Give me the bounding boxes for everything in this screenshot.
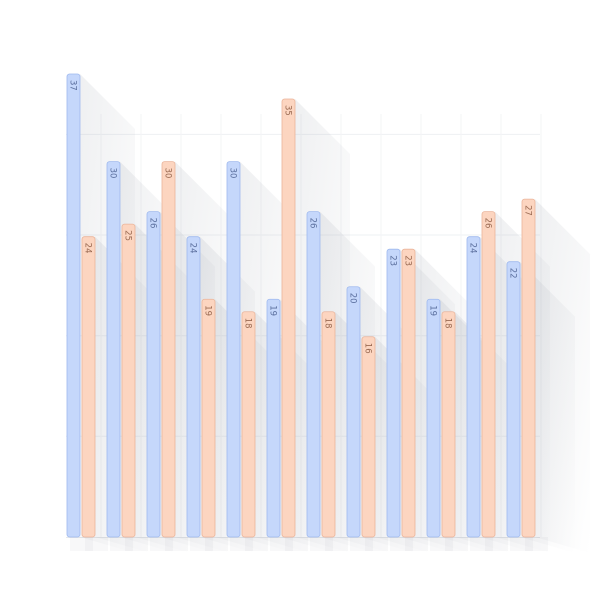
bar-series-1-cat-12 [506, 261, 521, 538]
bar-series-1-cat-4 [186, 236, 201, 538]
bar-shadow-base [165, 537, 188, 551]
bar-series-1-cat-6 [266, 298, 281, 538]
data-label: 26 [308, 218, 318, 229]
bar-series-2-cat-3 [161, 161, 176, 538]
bar-series-2-cat-9 [401, 248, 416, 538]
bar-series-2-cat-10 [441, 311, 456, 538]
data-label: 35 [283, 105, 293, 116]
label-layer: 37 24 30 25 26 30 24 19 30 18 19 35 26 18 20 16 23 23 19 18… [68, 80, 533, 354]
bar-series-2-cat-5 [241, 311, 256, 538]
bar-shadow-base [230, 537, 253, 551]
data-label: 30 [228, 168, 238, 179]
bar-shadow-base [85, 537, 108, 551]
data-label: 19 [428, 305, 438, 316]
bar-shadow-base [310, 537, 333, 551]
data-label: 16 [363, 343, 373, 354]
bar-shadow-base [205, 537, 228, 551]
data-label: 30 [108, 168, 118, 179]
bar-shadow-base [110, 537, 133, 551]
data-label: 19 [268, 305, 278, 316]
data-label: 18 [443, 318, 453, 329]
bar-shadow-base [325, 537, 348, 551]
bar-series-2-cat-7 [321, 311, 336, 538]
bar-shadow-base [285, 537, 308, 551]
bar-series-2-cat-1 [81, 236, 96, 538]
bar-series-1-cat-2 [106, 161, 121, 538]
bar-shadow-base [470, 537, 493, 551]
bar-series-1-cat-10 [426, 298, 441, 538]
data-label: 24 [468, 243, 478, 254]
bar-series-1-cat-3 [146, 211, 161, 538]
bar-shadow-base [510, 537, 533, 551]
data-label: 23 [403, 255, 413, 266]
bar-series-2-cat-11 [481, 211, 496, 538]
bar-shadow-base [485, 537, 508, 551]
bar-shadow-base [365, 537, 388, 551]
data-label: 24 [83, 243, 93, 254]
data-label: 27 [523, 205, 533, 216]
bar-series-2-cat-8 [361, 336, 376, 538]
data-label: 37 [68, 80, 78, 91]
bar-series-1-cat-1 [66, 73, 81, 538]
data-label: 19 [203, 305, 213, 316]
data-label: 26 [483, 218, 493, 229]
bar-series-1-cat-11 [466, 236, 481, 538]
bar-shadow-base [430, 537, 453, 551]
data-label: 22 [508, 268, 518, 279]
bar-series-1-cat-9 [386, 248, 401, 538]
bar-layer [66, 73, 536, 538]
data-label: 18 [323, 318, 333, 329]
data-label: 23 [388, 255, 398, 266]
bar-shadow-base [270, 537, 293, 551]
data-label: 25 [123, 230, 133, 241]
bar-shadow-base [150, 537, 173, 551]
bar-series-1-cat-7 [306, 211, 321, 538]
data-label: 24 [188, 243, 198, 254]
bar-shadow-base [390, 537, 413, 551]
data-label: 20 [348, 293, 358, 304]
data-label: 18 [243, 318, 253, 329]
bar-series-1-cat-8 [346, 286, 361, 538]
data-label: 30 [163, 168, 173, 179]
bar-series-1-cat-5 [226, 161, 241, 538]
data-label: 26 [148, 218, 158, 229]
bar-shadow [535, 199, 590, 553]
bar-series-2-cat-4 [201, 298, 216, 538]
bar-shadow-base [245, 537, 268, 551]
bar-shadow-base [70, 537, 93, 551]
bar-series-2-cat-2 [121, 223, 136, 538]
bar-shadow-base [350, 537, 373, 551]
bar-shadow-base [405, 537, 428, 551]
bar-shadow-base [445, 537, 468, 551]
bar-shadow-base [525, 537, 548, 551]
bar-series-2-cat-12 [521, 198, 536, 538]
bar-shadow-base [125, 537, 148, 551]
bar-series-2-cat-6 [281, 98, 296, 538]
bar-shadow-base [190, 537, 213, 551]
